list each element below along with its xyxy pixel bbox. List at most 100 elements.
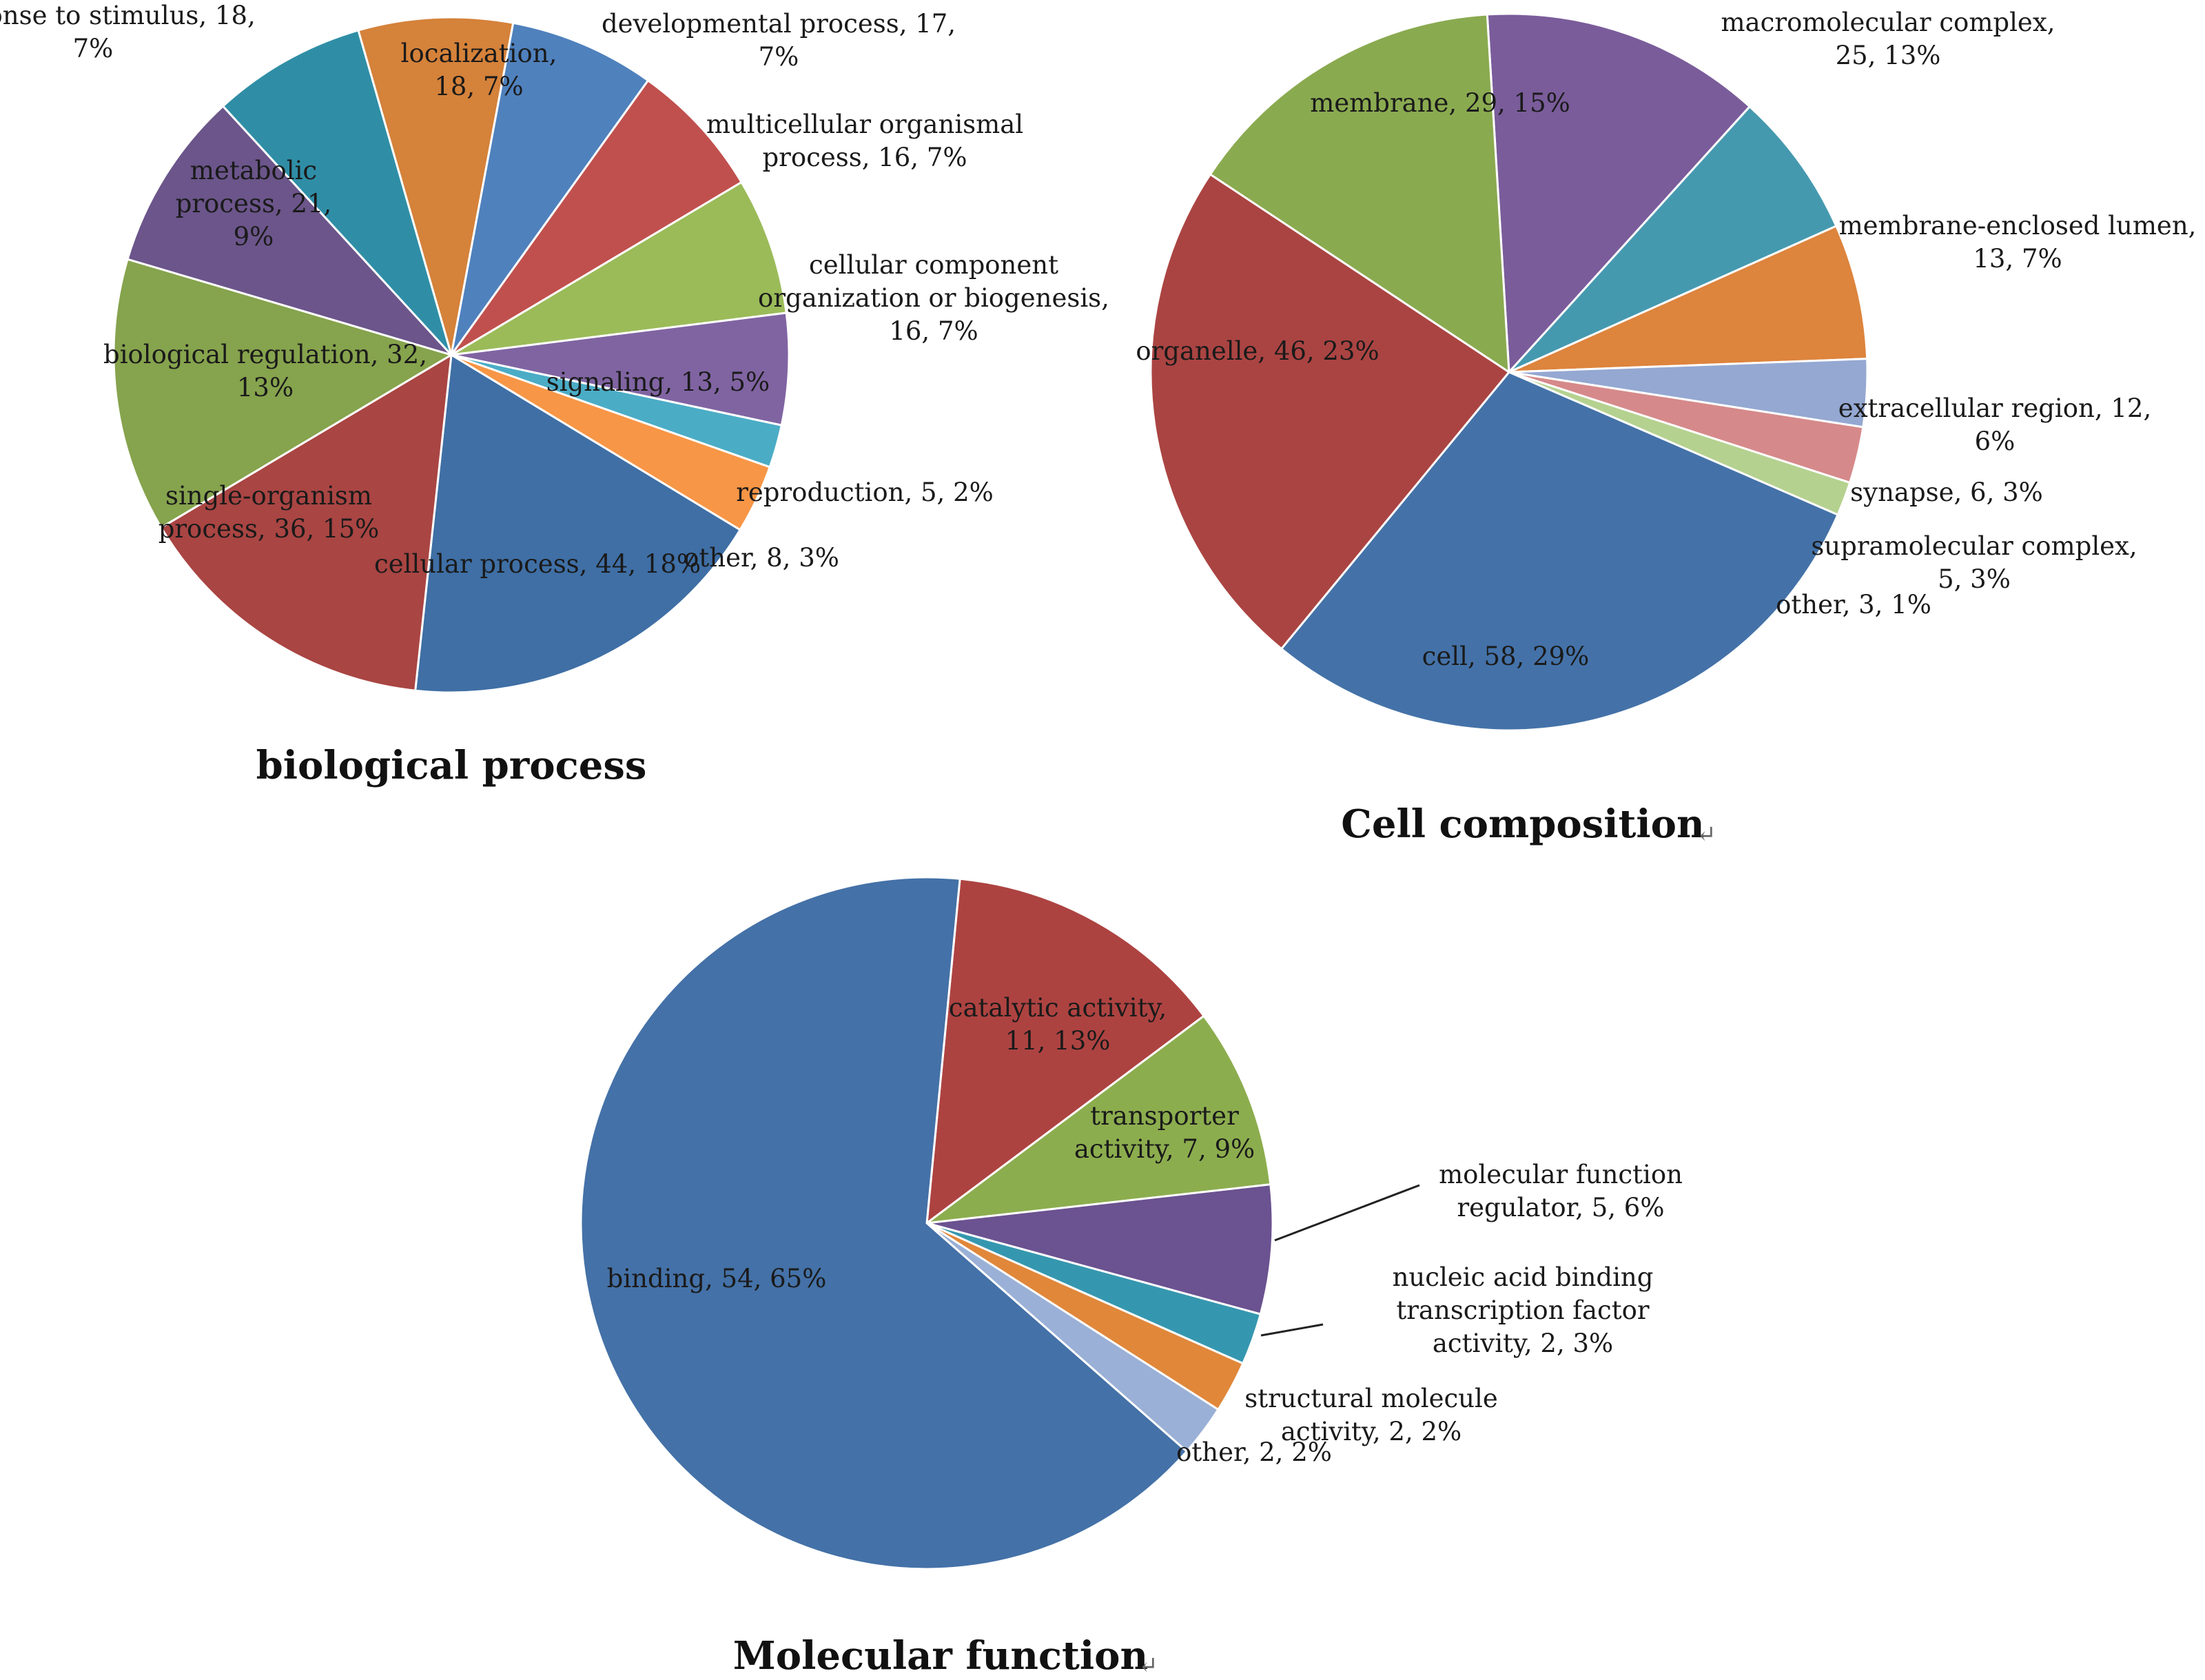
- molecular-function-slice-catalytic-activity: [925, 877, 1205, 1225]
- slice-label-line: single-organism: [165, 481, 372, 511]
- cell-composition-return-mark: ↵: [1696, 821, 1716, 848]
- molecular-function-slice-label: molecular function regulator, 5, 6%: [1439, 1160, 1683, 1222]
- molecular-function-slice-label: transporter activity, 7, 9%: [1074, 1101, 1255, 1164]
- cell-composition-slice-label: cell, 58, 29%: [1422, 642, 1590, 671]
- slice-label-line: 9%: [234, 222, 274, 252]
- slice-label-line: reproduction, 5, 2%: [736, 478, 994, 507]
- cell-composition-slice-label: supramolecular complex, 5, 3%: [1811, 531, 2137, 594]
- slice-label-line: transcription factor: [1396, 1295, 1650, 1325]
- slice-label-line: cell, 58, 29%: [1422, 642, 1590, 671]
- molecular-function-title: Molecular function: [733, 1633, 1148, 1679]
- molecular-function-slices: [580, 876, 1274, 1570]
- biological-process-slice-labels: localization, 18, 7% developmental process…: [0, 1, 1109, 579]
- slice-label-line: 16, 7%: [889, 316, 978, 346]
- biological-process-slice-multicellular-organismal-process: [450, 79, 743, 356]
- slice-label-line: structural molecule: [1244, 1384, 1498, 1413]
- slice-label-line: metabolic: [190, 156, 317, 185]
- biological-process-slice-cellular-component-organization-or-biogenesis: [450, 181, 788, 356]
- slice-label-line: supramolecular complex,: [1811, 531, 2137, 561]
- biological-process-slice-developmental-process: [450, 21, 650, 356]
- molecular-function-slice-label: other, 2, 2%: [1176, 1437, 1332, 1467]
- molecular-function-slice-molecular-function-regulator: [925, 1183, 1274, 1315]
- slice-label-line: regulator, 5, 6%: [1457, 1193, 1664, 1222]
- molecular-function-leader-line: [1274, 1184, 1420, 1242]
- molecular-function-return-mark: ↵: [1138, 1652, 1158, 1679]
- cell-composition-slice-membrane-enclosed-lumen: [1508, 105, 1838, 373]
- biological-process-slice-label: localization, 18, 7%: [401, 39, 557, 101]
- biological-process-slice-single-organism-process: [160, 354, 453, 692]
- slice-label-line: other, 2, 2%: [1176, 1437, 1332, 1467]
- slice-label-line: 7%: [73, 34, 114, 63]
- biological-process-slice-label: cellular process, 44, 18%: [374, 549, 701, 579]
- cell-composition-title: Cell composition: [1341, 801, 1704, 847]
- slice-label-line: catalytic activity,: [949, 993, 1167, 1023]
- molecular-function-slice-label: structural molecule activity, 2, 2%: [1244, 1384, 1498, 1446]
- slice-label-line: 25, 13%: [1836, 41, 1941, 70]
- biological-process-slice-label: other, 8, 3%: [684, 543, 839, 573]
- slice-label-line: binding, 54, 65%: [607, 1264, 827, 1293]
- cell-composition-slice-labels: macromolecular complex, 25, 13% membrane-e…: [1136, 8, 2196, 671]
- cell-composition-slice-organelle: [1149, 173, 1510, 651]
- slice-label-line: activity, 2, 3%: [1433, 1329, 1613, 1358]
- slice-label-line: 5, 3%: [1938, 564, 2011, 594]
- slice-label-line: process, 36, 15%: [158, 514, 380, 544]
- slice-label-line: 13%: [237, 373, 294, 402]
- slice-label-line: nucleic acid binding: [1393, 1262, 1654, 1292]
- biological-process-slice-metabolic-process: [126, 105, 453, 356]
- slice-label-line: molecular function: [1439, 1160, 1683, 1189]
- biological-process-slices: [112, 16, 790, 694]
- molecular-function-slice-label: binding, 54, 65%: [607, 1264, 827, 1293]
- molecular-function-leader-lines: [1260, 1184, 1420, 1337]
- molecular-function-pie-chart: catalytic activity, 11, 13%transporter act…: [580, 876, 1683, 1679]
- slice-label-line: extracellular region, 12,: [1838, 393, 2151, 423]
- slice-label-line: cellular component: [809, 250, 1058, 280]
- slice-label-line: synapse, 6, 3%: [1850, 478, 2043, 507]
- slice-label-line: 6%: [1975, 427, 2016, 456]
- biological-process-slice-label: signaling, 13, 5%: [546, 367, 770, 397]
- molecular-function-leader-line: [1260, 1323, 1324, 1337]
- biological-process-slice-label: cellular component organization or biogen…: [758, 250, 1109, 346]
- biological-process-pie-chart: localization, 18, 7% developmental process…: [0, 1, 1109, 788]
- cell-composition-slice-extracellular-region: [1508, 225, 1869, 373]
- biological-process-slice-signaling: [450, 311, 790, 427]
- cell-composition-slices: [1149, 12, 1869, 732]
- molecular-function-slice-label: nucleic acid binding transcription factor…: [1393, 1262, 1654, 1358]
- slice-label-line: process, 21,: [176, 189, 332, 218]
- biological-process-slice-label: biological regulation, 32, 13%: [103, 340, 427, 402]
- cell-composition-slice-label: other, 3, 1%: [1776, 590, 1931, 619]
- cell-composition-slice-label: membrane-enclosed lumen, 13, 7%: [1839, 211, 2197, 274]
- cell-composition-slice-cell: [1280, 371, 1839, 732]
- cell-composition-slice-label: extracellular region, 12, 6%: [1838, 393, 2151, 456]
- molecular-function-slice-transporter-activity: [925, 1014, 1272, 1225]
- slice-label-line: macromolecular complex,: [1721, 8, 2055, 37]
- cell-composition-slice-macromolecular-complex: [1486, 12, 1751, 373]
- slice-label-line: membrane-enclosed lumen,: [1839, 211, 2197, 240]
- slice-label-line: activity, 2, 2%: [1281, 1417, 1462, 1446]
- cell-composition-slice-label: organelle, 46, 23%: [1136, 336, 1379, 366]
- slice-label-line: transporter: [1090, 1101, 1239, 1131]
- slice-label-line: 13, 7%: [1973, 244, 2062, 274]
- slice-label-line: localization,: [401, 39, 557, 68]
- slice-label-line: biological regulation, 32,: [103, 340, 427, 369]
- cell-composition-slice-label: macromolecular complex, 25, 13%: [1721, 8, 2055, 70]
- slice-label-line: process, 16, 7%: [762, 143, 967, 172]
- slice-label-line: developmental process, 17,: [602, 9, 956, 39]
- slice-label-line: activity, 7, 9%: [1074, 1134, 1255, 1164]
- slice-label-line: 11, 13%: [1005, 1026, 1111, 1056]
- biological-process-slice-response-to-stimulus: [222, 29, 453, 356]
- biological-process-slice-label: reproduction, 5, 2%: [736, 478, 994, 507]
- slice-label-line: organization or biogenesis,: [758, 283, 1109, 313]
- slice-label-line: response to stimulus, 18,: [0, 1, 256, 30]
- slice-label-line: 7%: [759, 42, 799, 72]
- cell-composition-slice-label: synapse, 6, 3%: [1850, 478, 2043, 507]
- slice-label-line: membrane, 29, 15%: [1310, 88, 1570, 118]
- biological-process-slice-cellular-process: [414, 354, 741, 694]
- biological-process-slice-label: developmental process, 17, 7%: [602, 9, 956, 72]
- biological-process-title: biological process: [256, 743, 647, 788]
- slice-label-line: 18, 7%: [434, 72, 523, 101]
- biological-process-slice-localization: [357, 16, 515, 356]
- molecular-function-slice-labels: catalytic activity, 11, 13%transporter act…: [607, 993, 1683, 1467]
- biological-process-slice-label: metabolic process, 21, 9%: [176, 156, 332, 252]
- molecular-function-slice-binding: [580, 876, 1188, 1570]
